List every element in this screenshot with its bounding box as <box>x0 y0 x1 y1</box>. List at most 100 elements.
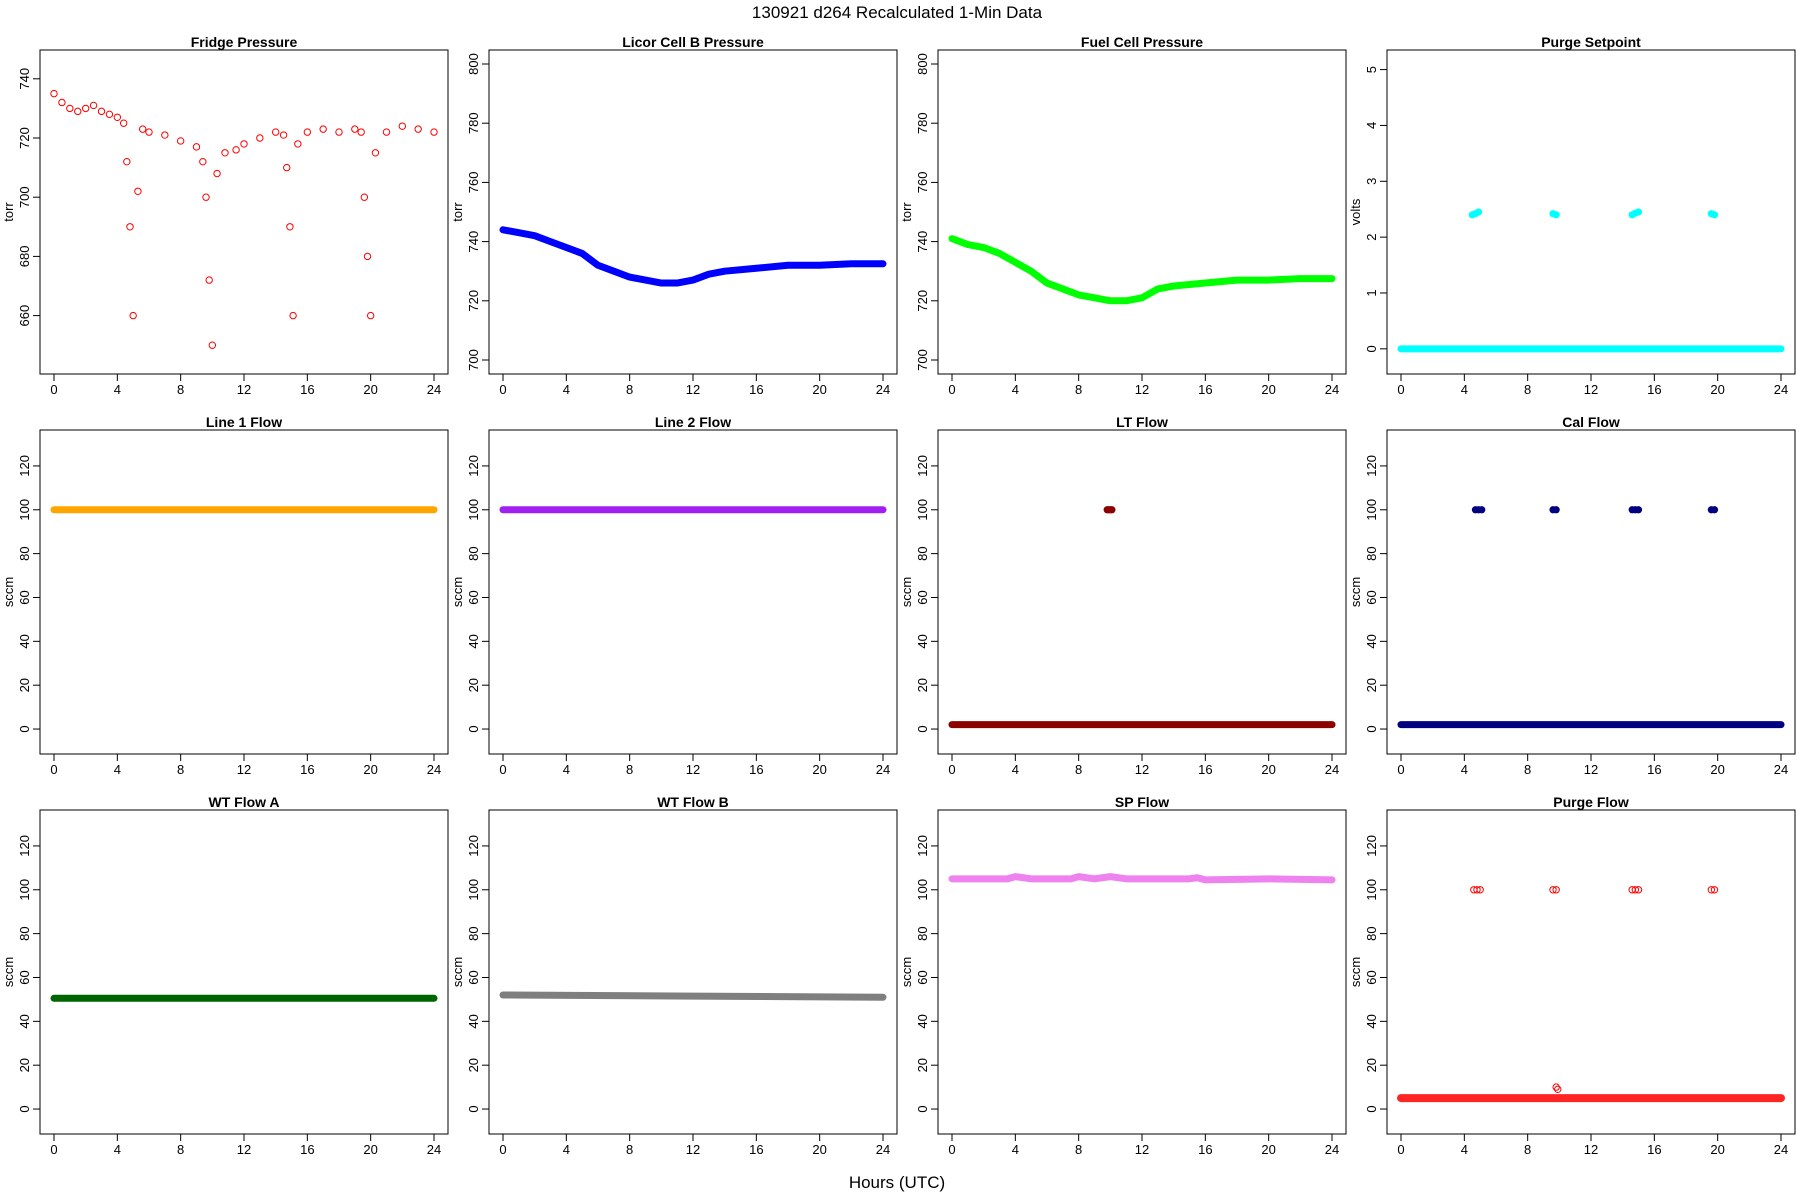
chart-panel: Fuel Cell Pressure torr 0 4 8 12 16 20 24 700 720 7… <box>899 34 1347 397</box>
data-point <box>1634 886 1643 894</box>
x-tick-label: 16 <box>300 762 314 777</box>
panel-title: Purge Flow <box>1553 794 1629 810</box>
x-tick-label: 8 <box>626 1142 633 1157</box>
data-point <box>1552 506 1560 514</box>
y-tick-label: 60 <box>1364 590 1379 604</box>
y-axis-label: sccm <box>450 577 465 607</box>
x-tick-label: 20 <box>1710 1142 1724 1157</box>
x-tick-label: 12 <box>686 382 700 397</box>
panel-title: SP Flow <box>1115 794 1169 810</box>
y-tick-label: 60 <box>1364 970 1379 984</box>
x-tick-label: 16 <box>749 382 763 397</box>
data-point <box>119 119 128 127</box>
plot-frame <box>39 809 449 1135</box>
data-point <box>105 110 114 119</box>
y-tick-label: 2 <box>1364 234 1379 241</box>
figure-x-axis-label: Hours (UTC) <box>849 1173 945 1192</box>
x-tick-label: 16 <box>300 382 314 397</box>
series-line <box>948 235 1336 305</box>
data-point <box>134 187 142 195</box>
data-point <box>414 125 422 133</box>
panel-title: Purge Setpoint <box>1541 34 1641 50</box>
y-tick-label: 3 <box>1364 178 1379 185</box>
y-tick-label: 60 <box>17 590 32 604</box>
x-tick-label: 12 <box>237 762 251 777</box>
y-tick-label: 80 <box>17 926 32 940</box>
x-tick-label: 8 <box>177 762 184 777</box>
data-point <box>81 104 90 113</box>
y-tick-label: 760 <box>915 172 930 194</box>
y-tick-label: 40 <box>915 634 930 648</box>
data-point <box>289 311 297 320</box>
x-tick-label: 0 <box>1397 762 1404 777</box>
y-tick-label: 100 <box>915 499 930 521</box>
y-tick-label: 60 <box>466 590 481 604</box>
x-tick-label: 12 <box>686 1142 700 1157</box>
y-tick-label: 740 <box>466 231 481 253</box>
x-tick-label: 16 <box>1647 762 1661 777</box>
panel-title: Fuel Cell Pressure <box>1081 34 1203 50</box>
y-tick-label: 100 <box>17 879 32 901</box>
data-point <box>1476 886 1484 894</box>
x-tick-label: 16 <box>749 1142 763 1157</box>
x-tick-label: 12 <box>1584 762 1598 777</box>
x-tick-label: 24 <box>1325 762 1339 777</box>
y-tick-label: 120 <box>17 455 32 477</box>
data-point <box>371 149 380 157</box>
data-point <box>294 140 302 148</box>
y-axis-label: torr <box>1 202 16 222</box>
y-tick-label: 720 <box>17 127 32 149</box>
x-tick-label: 0 <box>50 382 57 397</box>
data-point <box>74 107 82 116</box>
x-tick-label: 4 <box>563 762 570 777</box>
y-tick-label: 40 <box>466 634 481 648</box>
y-axis-label: sccm <box>1 957 16 987</box>
chart-panel: WT Flow B sccm 0 4 8 12 16 20 24 0 20 40 60 80 100 120 <box>450 794 898 1157</box>
y-tick-label: 120 <box>915 455 930 477</box>
plot-frame <box>1386 49 1796 375</box>
data-point <box>113 113 122 121</box>
y-tick-label: 40 <box>1364 1014 1379 1028</box>
x-tick-label: 24 <box>427 762 441 777</box>
x-tick-label: 4 <box>563 382 570 397</box>
data-point <box>145 128 153 136</box>
y-tick-label: 700 <box>915 349 930 371</box>
y-tick-label: 120 <box>915 835 930 857</box>
x-tick-label: 20 <box>1261 762 1275 777</box>
data-point <box>129 311 137 320</box>
x-tick-label: 24 <box>1325 1142 1339 1157</box>
x-tick-label: 8 <box>1075 1142 1082 1157</box>
chart-panel: Fridge Pressure torr 0 4 8 12 16 20 24 660 680 700 7… <box>1 34 449 397</box>
x-tick-label: 12 <box>686 762 700 777</box>
data-point <box>319 125 327 133</box>
data-point <box>1108 506 1116 514</box>
x-tick-label: 4 <box>1461 1142 1468 1157</box>
data-point <box>192 143 201 151</box>
plot-frame <box>1386 809 1796 1135</box>
data-point <box>97 107 106 116</box>
chart-panel: Purge Flow sccm 0 4 8 12 16 20 24 0 20 40 60 80 100 120 <box>1348 794 1796 1157</box>
y-tick-label: 80 <box>466 926 481 940</box>
x-tick-label: 12 <box>1584 382 1598 397</box>
series-line <box>948 873 1336 884</box>
y-axis-label: sccm <box>899 577 914 607</box>
x-tick-label: 4 <box>1461 762 1468 777</box>
y-tick-label: 20 <box>1364 678 1379 692</box>
y-tick-label: 780 <box>466 112 481 134</box>
x-tick-label: 8 <box>177 1142 184 1157</box>
y-tick-label: 20 <box>915 678 930 692</box>
x-tick-label: 24 <box>876 1142 890 1157</box>
x-tick-label: 12 <box>237 1142 251 1157</box>
y-tick-label: 680 <box>17 246 32 268</box>
data-point <box>66 104 74 113</box>
chart-panel: Line 1 Flow sccm 0 4 8 12 16 20 24 0 20 40 60 80 100 12… <box>1 414 449 777</box>
x-tick-label: 8 <box>1524 1142 1531 1157</box>
data-point <box>1634 208 1643 216</box>
data-point <box>256 134 264 142</box>
y-axis-label: torr <box>899 202 914 222</box>
y-tick-label: 780 <box>915 112 930 134</box>
x-tick-label: 0 <box>948 762 955 777</box>
data-point <box>335 128 343 136</box>
y-tick-label: 100 <box>1364 499 1379 521</box>
